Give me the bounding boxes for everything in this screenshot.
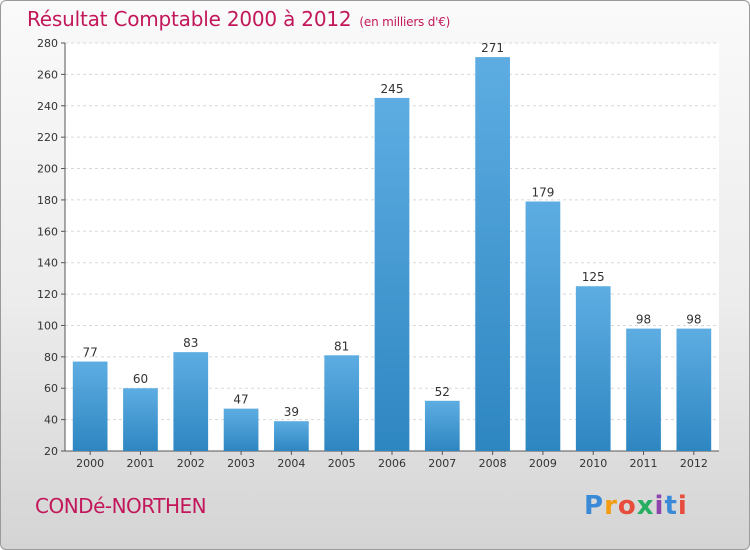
logo-letter: t <box>664 491 678 521</box>
x-tick-label: 2005 <box>328 457 356 470</box>
bar <box>173 352 209 451</box>
chart-title: Résultat Comptable 2000 à 2012 (en millie… <box>27 7 450 31</box>
y-tick-label: 120 <box>37 288 58 301</box>
title-unit: (en milliers d'€) <box>359 15 451 29</box>
data-label: 39 <box>284 405 299 419</box>
logo-letter: x <box>636 491 655 521</box>
data-label: 81 <box>334 339 349 353</box>
data-label: 179 <box>531 185 554 199</box>
y-tick-label: 80 <box>44 351 58 364</box>
x-tick-label: 2008 <box>479 457 507 470</box>
commune-name: CONDé-NORTHEN <box>35 494 207 518</box>
data-label: 77 <box>83 346 98 360</box>
x-tick-label: 2004 <box>277 457 305 470</box>
bar <box>374 97 410 451</box>
proxiti-logo: Proxiti <box>584 491 688 521</box>
data-label: 98 <box>636 313 651 327</box>
x-tick-label: 2001 <box>126 457 154 470</box>
data-label: 47 <box>233 393 248 407</box>
data-label: 98 <box>686 313 701 327</box>
y-tick-label: 140 <box>37 257 58 270</box>
y-tick-label: 60 <box>44 382 58 395</box>
data-label: 60 <box>133 372 148 386</box>
bar <box>223 408 259 451</box>
x-tick-label: 2003 <box>227 457 255 470</box>
logo-letter: i <box>677 491 688 521</box>
x-tick-label: 2000 <box>76 457 104 470</box>
y-tick-label: 200 <box>37 163 58 176</box>
logo-letter: o <box>617 491 637 521</box>
data-label: 125 <box>582 270 605 284</box>
x-tick-label: 2006 <box>378 457 406 470</box>
y-tick-label: 40 <box>44 414 58 427</box>
title-text: Résultat Comptable 2000 à 2012 <box>27 7 352 31</box>
x-tick-label: 2002 <box>177 457 205 470</box>
y-tick-label: 240 <box>37 100 58 113</box>
logo-letter: i <box>654 491 665 521</box>
bar <box>274 421 309 451</box>
bar <box>72 361 108 451</box>
bar <box>575 286 611 451</box>
x-tick-label: 2007 <box>428 457 456 470</box>
x-tick-label: 2012 <box>680 457 708 470</box>
bar <box>324 355 360 451</box>
y-tick-label: 160 <box>37 225 58 238</box>
bar <box>123 388 158 451</box>
y-tick-label: 100 <box>37 319 58 332</box>
data-label: 271 <box>481 41 504 55</box>
x-tick-label: 2011 <box>630 457 658 470</box>
bar <box>626 328 661 451</box>
bar <box>424 400 460 451</box>
logo-letter: P <box>584 491 605 521</box>
bar <box>525 201 561 451</box>
y-tick-label: 220 <box>37 131 58 144</box>
data-label: 52 <box>435 385 450 399</box>
y-tick-label: 20 <box>44 445 58 458</box>
logo-letter: r <box>604 491 618 521</box>
y-tick-label: 280 <box>37 37 58 50</box>
data-label: 245 <box>381 82 404 96</box>
x-tick-label: 2010 <box>579 457 607 470</box>
x-tick-label: 2009 <box>529 457 557 470</box>
data-label: 83 <box>183 336 198 350</box>
bar <box>676 328 712 451</box>
y-tick-label: 260 <box>37 68 58 81</box>
y-tick-label: 180 <box>37 194 58 207</box>
bar <box>475 57 510 451</box>
